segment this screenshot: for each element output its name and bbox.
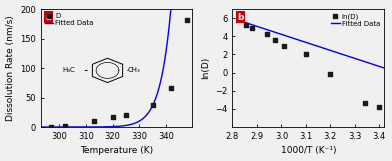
- Text: b: b: [237, 13, 243, 22]
- Text: H₃C: H₃C: [63, 67, 76, 73]
- Fitted Data: [374, 65, 379, 67]
- Line: Fitted Data: Fitted Data: [238, 20, 384, 68]
- Text: CH₃: CH₃: [128, 67, 141, 73]
- X-axis label: 1000/T (K⁻¹): 1000/T (K⁻¹): [281, 147, 336, 155]
- D: [48, 125, 54, 128]
- ln(D): [264, 33, 270, 36]
- Y-axis label: Dissolution Rate (nm/s): Dissolution Rate (nm/s): [5, 15, 15, 121]
- ln(D): [281, 45, 287, 47]
- ln(D): [361, 102, 368, 104]
- ln(D): [327, 73, 334, 75]
- Fitted Data: [38, 126, 43, 128]
- ln(D): [243, 24, 249, 27]
- Fitted Data: [161, 69, 165, 71]
- D: [149, 103, 156, 106]
- Fitted Data: [110, 126, 115, 128]
- Legend: D, Fitted Data: D, Fitted Data: [44, 13, 94, 27]
- D: [62, 125, 68, 128]
- Text: a: a: [45, 13, 51, 22]
- Fitted Data: [262, 28, 267, 30]
- Line: Fitted Data: Fitted Data: [41, 0, 190, 127]
- D: [123, 114, 129, 117]
- X-axis label: Temperature (K): Temperature (K): [80, 147, 153, 155]
- D: [109, 116, 116, 118]
- Legend: ln(D), Fitted Data: ln(D), Fitted Data: [330, 13, 381, 28]
- D: [184, 19, 190, 22]
- Fitted Data: [244, 22, 249, 24]
- Y-axis label: ln(D): ln(D): [201, 57, 210, 79]
- Fitted Data: [369, 63, 374, 65]
- ln(D): [272, 39, 278, 41]
- ln(D): [303, 52, 309, 55]
- Fitted Data: [127, 124, 132, 126]
- Fitted Data: [382, 67, 387, 69]
- ln(D): [376, 106, 383, 108]
- Fitted Data: [274, 32, 279, 34]
- D: [168, 86, 174, 89]
- Fitted Data: [109, 126, 114, 128]
- Fitted Data: [241, 21, 246, 23]
- Fitted Data: [119, 125, 124, 127]
- Fitted Data: [235, 19, 240, 21]
- ln(D): [249, 27, 255, 29]
- D: [91, 120, 97, 122]
